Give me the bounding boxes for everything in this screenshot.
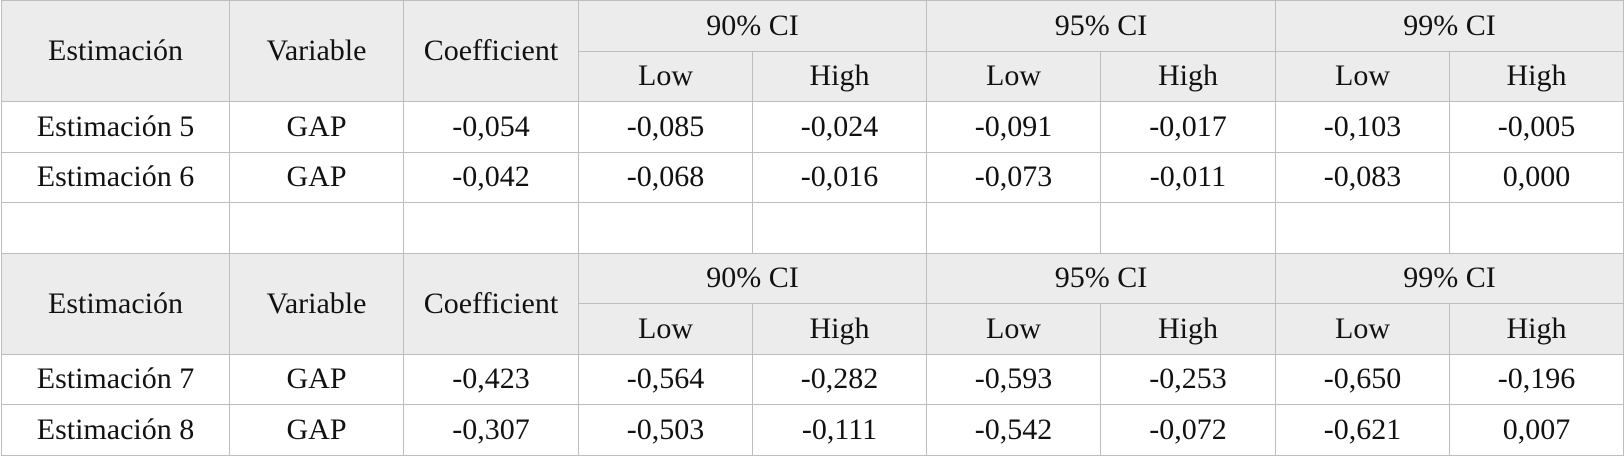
data-cell: Estimación 7 xyxy=(1,353,230,405)
data-cell: GAP xyxy=(229,101,404,153)
column-header: Coefficient xyxy=(403,0,579,102)
column-header: Variable xyxy=(229,252,404,355)
data-cell: -0,068 xyxy=(578,151,753,203)
data-cell: -0,307 xyxy=(403,404,579,456)
column-header: Coefficient xyxy=(403,252,579,355)
data-cell: -0,005 xyxy=(1449,101,1624,153)
sub-header: High xyxy=(1449,303,1624,355)
group-header: 99% CI xyxy=(1275,0,1624,52)
data-cell: -0,564 xyxy=(578,353,753,405)
empty-cell xyxy=(1100,202,1276,254)
column-header: Estimación xyxy=(1,252,230,355)
data-cell: -0,593 xyxy=(926,353,1101,405)
group-header: 90% CI xyxy=(578,0,927,52)
column-header: Variable xyxy=(229,0,404,102)
data-cell: -0,072 xyxy=(1100,404,1276,456)
data-cell: -0,503 xyxy=(578,404,753,456)
data-cell: GAP xyxy=(229,404,404,456)
sub-header: Low xyxy=(578,303,753,355)
empty-cell xyxy=(926,202,1101,254)
data-cell: -0,621 xyxy=(1275,404,1450,456)
empty-cell xyxy=(752,202,927,254)
data-cell: -0,017 xyxy=(1100,101,1276,153)
table-row: Estimación Variable Coefficient 90% CI 95% C… xyxy=(1,0,1624,102)
data-cell: Estimación 5 xyxy=(1,101,230,153)
sub-header: Low xyxy=(578,50,753,102)
table-row: Low High Low High Low High xyxy=(2,303,1624,355)
table-row: Estimación 7 GAP -0,423 -0,564 -0,282 -0,593-… xyxy=(1,353,1624,405)
sub-header: High xyxy=(752,50,927,102)
data-cell: -0,650 xyxy=(1275,353,1450,405)
data-cell: Estimación 8 xyxy=(1,404,230,456)
data-cell: -0,282 xyxy=(752,353,927,405)
sub-header: Low xyxy=(926,50,1101,102)
data-cell: -0,042 xyxy=(403,151,579,203)
table-row: Estimación 5 GAP -0,054 -0,085 -0,024 -0,091-… xyxy=(1,101,1624,153)
data-cell: -0,542 xyxy=(926,404,1101,456)
empty-cell xyxy=(1,202,230,254)
table-row: Estimación 8 GAP -0,307 -0,503 -0,111 -0,542-… xyxy=(1,404,1624,456)
data-cell: -0,423 xyxy=(403,353,579,405)
data-cell: -0,011 xyxy=(1100,151,1276,203)
empty-cell xyxy=(1275,202,1450,254)
group-header: 95% CI xyxy=(926,0,1276,52)
empty-cell xyxy=(1449,202,1624,254)
sub-header: Low xyxy=(1275,303,1450,355)
empty-cell xyxy=(229,202,404,254)
data-cell: -0,111 xyxy=(752,404,927,456)
data-cell: 0,000 xyxy=(1449,151,1624,203)
data-cell: -0,016 xyxy=(752,151,927,203)
data-cell: -0,083 xyxy=(1275,151,1450,203)
table-row: Estimación Variable Coefficient 90% CI 95% C… xyxy=(1,252,1624,355)
sub-header: High xyxy=(1100,303,1276,355)
table-row: Estimación 6 GAP -0,042 -0,068 -0,016 -0,073-… xyxy=(1,151,1624,203)
group-header: 90% CI xyxy=(578,252,927,304)
data-cell: -0,253 xyxy=(1100,353,1276,405)
data-cell: -0,085 xyxy=(578,101,753,153)
sub-header: High xyxy=(1449,50,1624,102)
sub-header: High xyxy=(1100,50,1276,102)
data-cell: -0,091 xyxy=(926,101,1101,153)
data-cell: -0,103 xyxy=(1275,101,1450,153)
empty-cell xyxy=(578,202,753,254)
data-cell: GAP xyxy=(229,353,404,405)
table-row: Low High Low High Low High xyxy=(2,50,1624,102)
data-cell: -0,073 xyxy=(926,151,1101,203)
group-header: 99% CI xyxy=(1275,252,1624,304)
data-cell: -0,196 xyxy=(1449,353,1624,405)
sub-header: Low xyxy=(1275,50,1450,102)
data-cell: -0,054 xyxy=(403,101,579,153)
sub-header: Low xyxy=(926,303,1101,355)
group-header: 95% CI xyxy=(926,252,1276,304)
table-row xyxy=(1,202,1624,254)
column-header: Estimación xyxy=(1,0,230,102)
empty-cell xyxy=(403,202,579,254)
data-cell: GAP xyxy=(229,151,404,203)
sub-header: High xyxy=(752,303,927,355)
data-cell: Estimación 6 xyxy=(1,151,230,203)
data-cell: 0,007 xyxy=(1449,404,1624,456)
data-cell: -0,024 xyxy=(752,101,927,153)
